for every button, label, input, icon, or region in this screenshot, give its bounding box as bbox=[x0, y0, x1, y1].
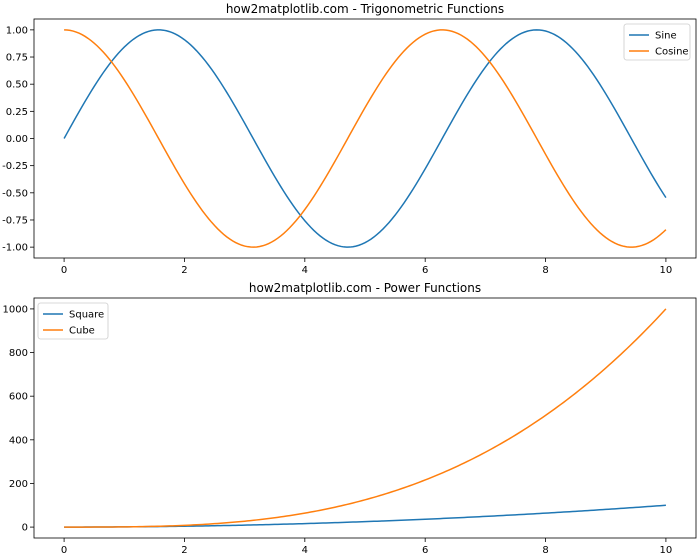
x-tick-label: 4 bbox=[302, 265, 308, 276]
legend-label: Sine bbox=[655, 31, 677, 42]
series-line-cube bbox=[64, 308, 667, 528]
y-tick-label: -0.75 bbox=[2, 215, 28, 226]
y-tick-label: -1.00 bbox=[2, 243, 28, 254]
y-tick-label: 400 bbox=[9, 435, 28, 446]
legend-label: Cosine bbox=[655, 47, 689, 58]
x-tick-label: 6 bbox=[422, 265, 428, 276]
x-tick-label: 4 bbox=[302, 545, 308, 556]
y-tick-label: 800 bbox=[9, 348, 28, 359]
y-tick-label: 0.50 bbox=[6, 80, 28, 91]
x-tick-label: 10 bbox=[660, 545, 673, 556]
legend-label: Cube bbox=[69, 326, 95, 337]
x-tick-label: 0 bbox=[61, 545, 67, 556]
x-tick-label: 2 bbox=[181, 545, 187, 556]
chart-2: how2matplotlib.com - Power Functions 0 2 4 6… bbox=[3, 281, 697, 556]
x-tick-label: 6 bbox=[422, 545, 428, 556]
axes-frame bbox=[33, 297, 697, 539]
x-tick-label: 10 bbox=[660, 265, 673, 276]
chart-1: how2matplotlib.com - Trigonometric Funct… bbox=[2, 2, 697, 276]
y-tick-label: 0.75 bbox=[6, 53, 28, 64]
series-line-cosine bbox=[64, 29, 667, 248]
legend-label: Square bbox=[69, 310, 104, 321]
x-tick-label: 8 bbox=[542, 545, 548, 556]
series-line-sine bbox=[63, 29, 667, 248]
y-tick-label: 1.00 bbox=[6, 25, 28, 36]
series-line-square bbox=[64, 504, 666, 528]
y-tick-label: 0 bbox=[22, 523, 28, 534]
x-tick-label: 0 bbox=[61, 265, 67, 276]
x-tick-label: 2 bbox=[181, 265, 187, 276]
y-tick-label: 600 bbox=[9, 392, 28, 403]
y-tick-label: -0.50 bbox=[2, 188, 28, 199]
x-tick-label: 8 bbox=[542, 265, 548, 276]
y-tick-label: 200 bbox=[9, 479, 28, 490]
y-tick-label: 0.00 bbox=[6, 134, 28, 145]
chart-title: how2matplotlib.com - Power Functions bbox=[249, 281, 481, 295]
legend: Sine Cosine bbox=[623, 23, 691, 61]
y-tick-label: -0.25 bbox=[2, 161, 28, 172]
chart-title: how2matplotlib.com - Trigonometric Funct… bbox=[226, 2, 504, 16]
y-tick-label: 1000 bbox=[3, 304, 28, 315]
legend: Square Cube bbox=[37, 302, 109, 340]
y-tick-label: 0.25 bbox=[6, 107, 28, 118]
axes-frame bbox=[33, 18, 697, 259]
